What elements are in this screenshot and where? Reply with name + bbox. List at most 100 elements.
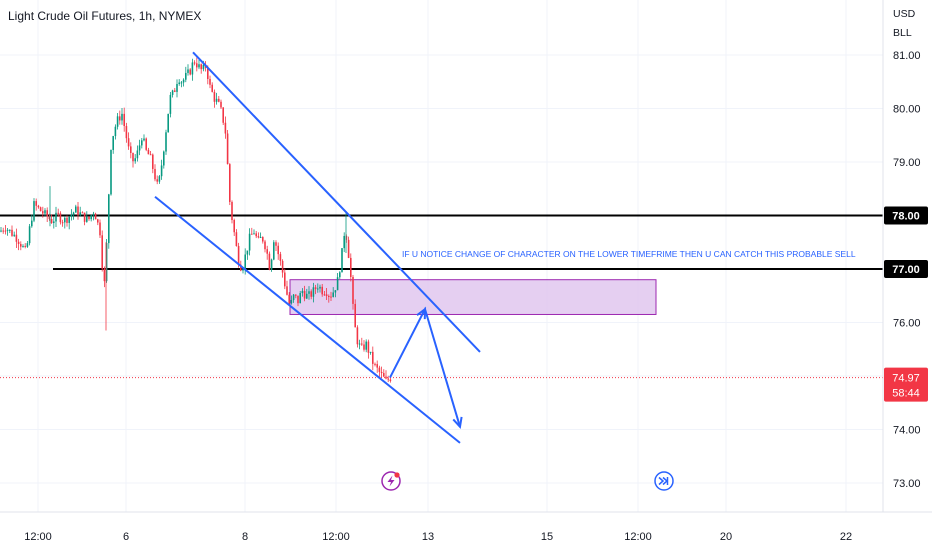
candle-body	[299, 293, 301, 304]
candle-body	[224, 122, 227, 134]
countdown-label: 58:44	[892, 388, 920, 400]
candle-body	[336, 277, 339, 291]
candle-body	[314, 287, 317, 290]
candle-body	[70, 214, 73, 217]
arrow-path	[389, 306, 461, 428]
candle-body	[306, 293, 308, 299]
candle-body	[387, 378, 389, 380]
x-tick-label: 15	[541, 531, 553, 543]
candle-body	[55, 212, 57, 222]
candle-body	[191, 62, 194, 75]
candle-body	[328, 295, 330, 297]
candle-body	[6, 229, 9, 231]
candle-body	[99, 222, 101, 236]
candle-body	[352, 276, 354, 304]
x-tick-label: 22	[840, 531, 852, 543]
level-lines	[0, 214, 883, 379]
candle-body	[200, 64, 202, 70]
chart-icons	[381, 471, 674, 491]
zone-rect	[289, 279, 657, 315]
candle-body	[127, 138, 130, 147]
candle-body	[176, 84, 178, 92]
candle-body	[323, 294, 326, 296]
channel-upper-line	[192, 51, 481, 353]
candle-body	[33, 201, 35, 221]
candle-body	[196, 63, 198, 68]
lightning-icon[interactable]	[381, 471, 401, 491]
candle-body	[288, 294, 290, 304]
candle-body	[167, 113, 169, 133]
y-tick-label: 81.00	[893, 50, 921, 62]
supply-zone	[289, 279, 657, 315]
y-tick-label: 79.00	[893, 157, 921, 169]
candle-body	[207, 67, 209, 79]
candle-body	[365, 341, 367, 350]
candle-body	[251, 233, 253, 235]
candle-body	[334, 290, 337, 293]
candle-body	[17, 241, 20, 245]
candle-body	[202, 64, 205, 70]
candle-body	[295, 294, 297, 296]
candle-body	[244, 254, 246, 269]
candle-body	[220, 101, 222, 108]
candle-body	[86, 216, 88, 222]
candle-body	[354, 303, 356, 328]
candle-body	[235, 232, 238, 247]
candle-body	[138, 145, 141, 151]
candle-body	[0, 230, 2, 232]
candle-body	[28, 226, 31, 244]
candle-body	[213, 91, 216, 102]
candle-body	[130, 146, 132, 154]
candle-body	[339, 272, 341, 278]
x-tick-label: 13	[422, 531, 434, 543]
candle-body	[350, 257, 352, 277]
candle-body	[268, 253, 271, 270]
candle-body	[222, 107, 224, 123]
candle-body	[57, 212, 59, 214]
candle-body	[180, 82, 183, 84]
candle-body	[97, 219, 99, 223]
candle-body	[182, 79, 185, 83]
candles	[0, 57, 392, 383]
candle-body	[9, 229, 11, 231]
candle-body	[347, 239, 350, 258]
current-price-label: 74.97	[892, 373, 920, 385]
candle-body	[308, 291, 310, 294]
candle-body	[257, 236, 260, 238]
candle-body	[134, 158, 136, 162]
current-price-badge	[884, 367, 928, 402]
candle-body	[301, 290, 304, 294]
candle-body	[53, 221, 55, 224]
candle-body	[242, 268, 244, 271]
x-tick-label: 12:00	[24, 531, 52, 543]
candle-body	[64, 217, 66, 223]
candle-body	[389, 379, 392, 381]
candle-body	[132, 153, 134, 162]
candle-body	[136, 150, 139, 159]
candle-body	[248, 233, 251, 251]
candle-body	[165, 132, 167, 152]
fast-forward-icon[interactable]	[654, 471, 674, 491]
candle-body	[380, 371, 383, 374]
candle-body	[123, 113, 125, 127]
candle-body	[226, 133, 229, 165]
candle-body	[147, 149, 150, 155]
axes: 81.00 80.00 79.00 76.00 74.00 73.00 12:00 6 8 12:…	[0, 0, 932, 543]
candle-body	[284, 272, 286, 287]
candle-body	[50, 219, 53, 224]
candle-body	[273, 242, 275, 260]
candle-body	[152, 154, 154, 169]
candle-body	[68, 216, 70, 223]
candle-body	[66, 217, 68, 223]
candle-body	[345, 235, 348, 240]
candle-body	[22, 245, 24, 247]
candle-body	[297, 295, 299, 304]
candle-body	[332, 292, 334, 297]
candle-body	[292, 294, 295, 301]
candle-body	[110, 149, 112, 195]
arrow-head-up	[416, 307, 427, 320]
candle-body	[240, 264, 242, 271]
x-tick-label: 12:00	[322, 531, 350, 543]
candle-body	[303, 290, 306, 299]
